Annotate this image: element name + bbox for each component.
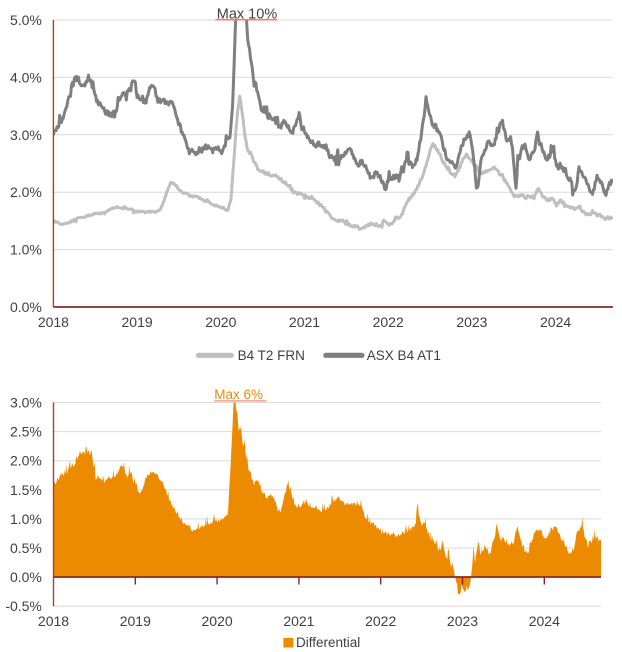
- svg-text:ASX B4 AT1: ASX B4 AT1: [367, 348, 441, 363]
- svg-text:1.0%: 1.0%: [10, 511, 42, 527]
- svg-text:2022: 2022: [373, 314, 404, 330]
- svg-text:2019: 2019: [120, 613, 151, 629]
- svg-text:0.5%: 0.5%: [10, 540, 42, 556]
- svg-text:2022: 2022: [365, 613, 396, 629]
- svg-text:3.0%: 3.0%: [10, 127, 42, 143]
- svg-text:2021: 2021: [289, 314, 320, 330]
- svg-text:2.5%: 2.5%: [10, 424, 42, 440]
- svg-text:2019: 2019: [122, 314, 153, 330]
- svg-text:Max 10%: Max 10%: [217, 7, 278, 23]
- svg-text:2023: 2023: [447, 613, 478, 629]
- svg-text:1.5%: 1.5%: [10, 482, 42, 498]
- svg-text:0.0%: 0.0%: [10, 299, 42, 315]
- svg-text:0.0%: 0.0%: [10, 569, 42, 585]
- svg-text:-0.5%: -0.5%: [5, 598, 42, 614]
- svg-text:Max 6%: Max 6%: [214, 387, 263, 402]
- svg-text:2020: 2020: [202, 613, 233, 629]
- svg-text:2018: 2018: [38, 613, 69, 629]
- svg-text:2020: 2020: [205, 314, 236, 330]
- svg-text:2021: 2021: [283, 613, 314, 629]
- svg-text:2024: 2024: [540, 314, 571, 330]
- svg-text:Differential: Differential: [296, 635, 360, 650]
- svg-text:2.0%: 2.0%: [10, 184, 42, 200]
- svg-text:2023: 2023: [456, 314, 487, 330]
- svg-text:4.0%: 4.0%: [10, 69, 42, 85]
- svg-text:1.0%: 1.0%: [10, 242, 42, 258]
- svg-text:B4 T2 FRN: B4 T2 FRN: [238, 348, 305, 363]
- svg-text:2.0%: 2.0%: [10, 453, 42, 469]
- svg-text:2018: 2018: [38, 314, 69, 330]
- svg-text:3.0%: 3.0%: [10, 395, 42, 411]
- svg-text:5.0%: 5.0%: [10, 12, 42, 28]
- svg-text:2024: 2024: [529, 613, 560, 629]
